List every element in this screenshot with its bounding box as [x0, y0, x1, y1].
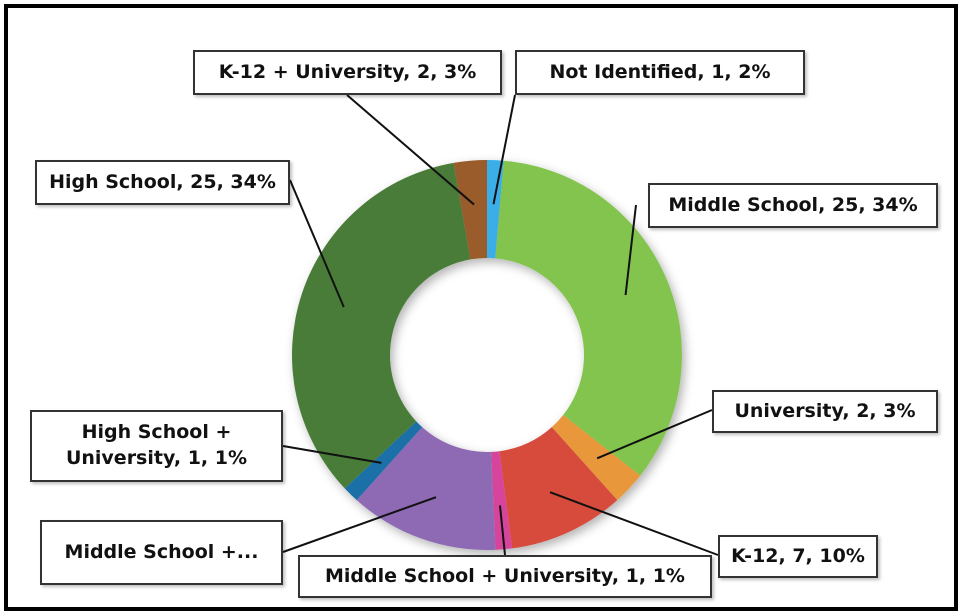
- donut-slice: [487, 160, 504, 259]
- donut-slice: [344, 421, 423, 501]
- leader-line: [282, 496, 437, 553]
- leader-line: [492, 94, 516, 205]
- data-label: Middle School + University, 1, 1%: [298, 555, 712, 598]
- leader-line: [549, 491, 719, 556]
- data-label: Middle School +...: [40, 520, 283, 585]
- donut-slice: [453, 160, 487, 260]
- leader-line: [282, 445, 382, 464]
- data-label: K-12, 7, 10%: [718, 535, 878, 578]
- donut-slice: [495, 160, 682, 476]
- leader-line: [346, 94, 475, 206]
- donut-slice: [499, 427, 618, 549]
- donut-slice: [491, 451, 513, 550]
- data-label: High School, 25, 34%: [35, 160, 290, 205]
- leader-line: [498, 505, 506, 556]
- data-label: University, 2, 3%: [712, 390, 938, 433]
- leader-line: [596, 409, 713, 460]
- leader-line: [289, 179, 345, 308]
- donut: [291, 160, 682, 550]
- donut-slice: [291, 162, 471, 489]
- chart-frame: [4, 4, 958, 611]
- donut-slice: [356, 427, 496, 550]
- data-label: K-12 + University, 2, 3%: [193, 50, 502, 95]
- data-label: Middle School, 25, 34%: [648, 183, 938, 228]
- data-label: High School + University, 1, 1%: [30, 410, 283, 482]
- data-label: Not Identified, 1, 2%: [515, 50, 805, 95]
- leader-line: [624, 204, 637, 296]
- donut-slice: [551, 415, 641, 501]
